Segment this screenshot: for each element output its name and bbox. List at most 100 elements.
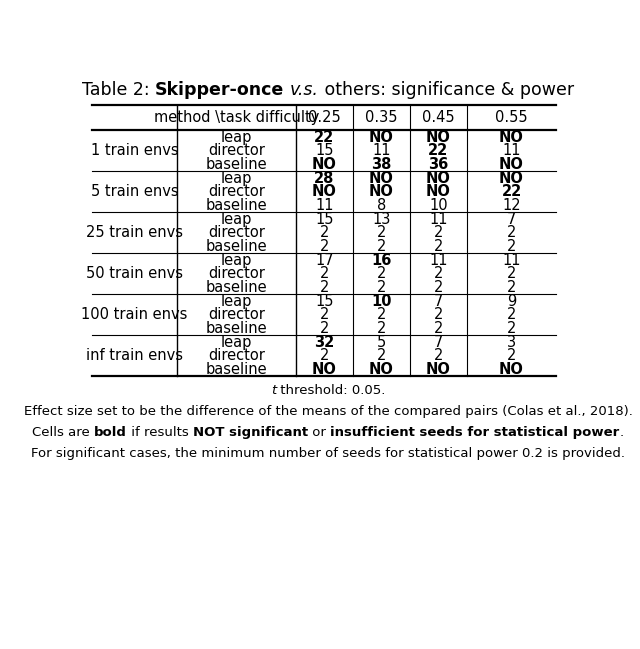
Text: 15: 15 — [315, 293, 333, 308]
Text: NO: NO — [369, 130, 394, 145]
Text: 12: 12 — [502, 198, 521, 213]
Text: For significant cases, the minimum number of seeds for statistical power 0.2 is : For significant cases, the minimum numbe… — [31, 447, 625, 459]
Text: others: significance & power: others: significance & power — [319, 81, 574, 99]
Text: .: . — [620, 426, 624, 439]
Text: 5 train envs: 5 train envs — [91, 184, 179, 199]
Text: NO: NO — [426, 171, 451, 186]
Text: leap: leap — [221, 252, 252, 267]
Text: 7: 7 — [507, 212, 516, 227]
Text: director: director — [208, 266, 265, 281]
Text: 11: 11 — [502, 143, 521, 158]
Text: 50 train envs: 50 train envs — [86, 266, 183, 281]
Text: 2: 2 — [434, 225, 443, 240]
Text: baseline: baseline — [205, 280, 267, 295]
Text: NO: NO — [312, 362, 337, 377]
Text: 7: 7 — [434, 293, 443, 308]
Text: bold: bold — [94, 426, 127, 439]
Text: NOT significant: NOT significant — [193, 426, 308, 439]
Text: 100 train envs: 100 train envs — [81, 307, 188, 323]
Text: 2: 2 — [507, 280, 516, 295]
Text: NO: NO — [369, 171, 394, 186]
Text: 17: 17 — [315, 252, 333, 267]
Text: NO: NO — [369, 362, 394, 377]
Text: 2: 2 — [434, 266, 443, 281]
Text: 38: 38 — [371, 157, 392, 172]
Text: 22: 22 — [314, 130, 335, 145]
Text: 2: 2 — [319, 266, 329, 281]
Text: 0.45: 0.45 — [422, 110, 454, 125]
Text: leap: leap — [221, 130, 252, 145]
Text: 8: 8 — [377, 198, 386, 213]
Text: Effect size set to be the difference of the means of the compared pairs (Colas e: Effect size set to be the difference of … — [24, 405, 632, 418]
Text: 1 train envs: 1 train envs — [91, 143, 179, 158]
Text: 2: 2 — [319, 321, 329, 336]
Text: or: or — [308, 426, 330, 439]
Text: 2: 2 — [434, 280, 443, 295]
Text: 2: 2 — [376, 307, 386, 323]
Text: insufficient seeds for statistical power: insufficient seeds for statistical power — [330, 426, 620, 439]
Text: 0.35: 0.35 — [365, 110, 397, 125]
Text: 32: 32 — [314, 335, 335, 350]
Text: 0.25: 0.25 — [308, 110, 340, 125]
Text: 10: 10 — [371, 293, 392, 308]
Text: 2: 2 — [434, 321, 443, 336]
Text: Skipper-once: Skipper-once — [155, 81, 284, 99]
Text: 28: 28 — [314, 171, 335, 186]
Text: leap: leap — [221, 335, 252, 350]
Text: 2: 2 — [507, 307, 516, 323]
Text: 2: 2 — [319, 349, 329, 363]
Text: director: director — [208, 349, 265, 363]
Text: 15: 15 — [315, 212, 333, 227]
Text: director: director — [208, 143, 265, 158]
Text: method \task difficulty: method \task difficulty — [154, 110, 319, 125]
Text: 2: 2 — [376, 225, 386, 240]
Text: 2: 2 — [319, 307, 329, 323]
Text: 22: 22 — [428, 143, 449, 158]
Text: leap: leap — [221, 212, 252, 227]
Text: 13: 13 — [372, 212, 390, 227]
Text: 2: 2 — [434, 349, 443, 363]
Text: 5: 5 — [377, 335, 386, 350]
Text: 9: 9 — [507, 293, 516, 308]
Text: t: t — [271, 384, 276, 397]
Text: NO: NO — [369, 184, 394, 199]
Text: threshold: 0.05.: threshold: 0.05. — [276, 384, 385, 397]
Text: 2: 2 — [319, 239, 329, 254]
Text: director: director — [208, 225, 265, 240]
Text: NO: NO — [312, 184, 337, 199]
Text: 2: 2 — [319, 280, 329, 295]
Text: 2: 2 — [507, 225, 516, 240]
Text: if results: if results — [127, 426, 193, 439]
Text: 2: 2 — [319, 225, 329, 240]
Text: 2: 2 — [376, 349, 386, 363]
Text: baseline: baseline — [205, 198, 267, 213]
Text: director: director — [208, 184, 265, 199]
Text: 11: 11 — [315, 198, 333, 213]
Text: NO: NO — [499, 157, 524, 172]
Text: 2: 2 — [376, 239, 386, 254]
Text: baseline: baseline — [205, 239, 267, 254]
Text: baseline: baseline — [205, 321, 267, 336]
Text: 2: 2 — [507, 239, 516, 254]
Text: NO: NO — [426, 362, 451, 377]
Text: 10: 10 — [429, 198, 447, 213]
Text: Cells are: Cells are — [32, 426, 94, 439]
Text: 36: 36 — [428, 157, 449, 172]
Text: 3: 3 — [507, 335, 516, 350]
Text: 2: 2 — [434, 307, 443, 323]
Text: NO: NO — [312, 157, 337, 172]
Text: NO: NO — [499, 362, 524, 377]
Text: 22: 22 — [501, 184, 522, 199]
Text: NO: NO — [426, 130, 451, 145]
Text: 11: 11 — [502, 252, 521, 267]
Text: 16: 16 — [371, 252, 392, 267]
Text: leap: leap — [221, 293, 252, 308]
Text: inf train envs: inf train envs — [86, 349, 183, 363]
Text: 11: 11 — [429, 212, 447, 227]
Text: 7: 7 — [434, 335, 443, 350]
Text: 2: 2 — [434, 239, 443, 254]
Text: 25 train envs: 25 train envs — [86, 225, 183, 240]
Text: Table 2:: Table 2: — [82, 81, 155, 99]
Text: 11: 11 — [429, 252, 447, 267]
Text: 2: 2 — [507, 321, 516, 336]
